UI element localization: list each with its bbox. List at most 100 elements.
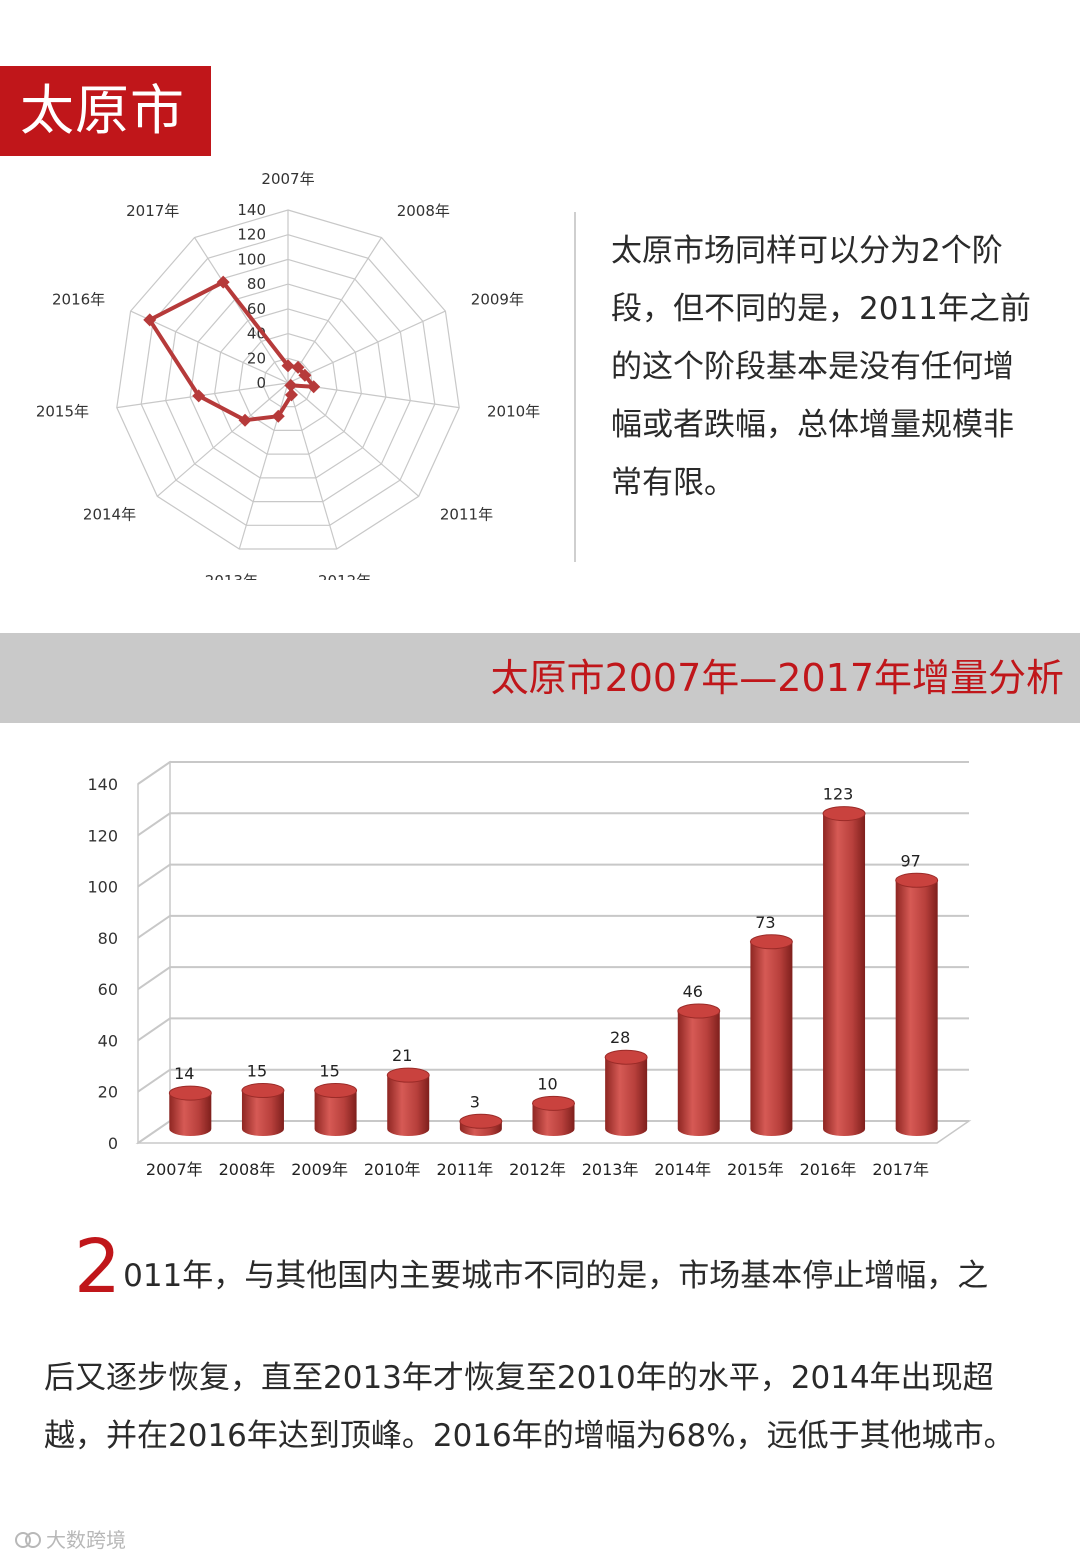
radar-tick-label: 140 [237,201,266,219]
bar-body [677,1011,720,1136]
radar-spoke [287,237,383,384]
data-label: 21 [392,1046,412,1065]
radar-category-label: 2009年 [471,291,524,309]
bar [241,1083,285,1136]
section-title: 太原市2007年—2017年增量分析 [490,656,1064,700]
data-label: 14 [174,1064,194,1083]
drop-cap: 2 [74,1224,122,1310]
y-tick-label: 100 [87,878,118,897]
y-tick-label: 40 [98,1031,118,1050]
bar-top [241,1083,285,1099]
radar-grid-ring [116,209,460,550]
bar-top [604,1049,648,1065]
y-tick-label: 20 [98,1083,118,1102]
intro-text: 太原市场同样可以分为2个阶段，但不同的是，2011年之前的这个阶段基本是没有任何… [611,233,1031,501]
radar-grid-ring [213,308,363,455]
x-tick-label: 2012年 [509,1160,566,1179]
bar [314,1083,358,1136]
x-tick-label: 2014年 [654,1160,711,1179]
y-tick-label: 140 [87,775,118,794]
bar-top [749,934,793,950]
bar [822,806,866,1136]
x-tick-label: 2011年 [437,1160,494,1179]
bar [386,1067,430,1136]
radar-category-label: 2011年 [440,506,493,524]
y-gridline [137,812,969,837]
y-gridline [137,914,969,939]
bar-top [895,872,939,888]
radar-point [284,378,298,392]
radar-point [291,360,305,374]
radar-point [298,368,312,382]
vertical-divider [574,212,576,562]
y-gridline [137,761,969,785]
bar [749,934,793,1136]
radar-spoke [193,237,289,384]
radar-category-label: 2014年 [83,506,136,524]
radar-grid-ring [165,258,411,503]
radar-category-label: 2017年 [126,202,179,220]
bar [677,1003,721,1136]
radar-category-label: 2007年 [261,170,314,188]
radar-tick-label: 100 [237,250,266,268]
bar-body [605,1057,648,1136]
bar-body [241,1090,284,1136]
radar-category-label: 2015年 [36,403,89,421]
radar-point [192,389,206,403]
radar-point [284,388,298,402]
radar-point [238,413,252,427]
bar-top [314,1083,358,1099]
data-label: 3 [470,1092,480,1111]
bar-top [822,806,866,822]
x-tick-label: 2010年 [364,1160,421,1179]
radar-spoke [287,382,338,550]
radar-spoke [287,382,420,497]
bar [532,1095,575,1136]
radar-category-label: 2008年 [397,202,450,220]
radar-spoke [156,382,289,497]
x-tick-label: 2009年 [291,1160,348,1179]
bar-body [823,813,866,1136]
bar [895,872,939,1136]
paragraph-line-1: 2011年，与其他国内主要城市不同的是，市场基本停止增幅，之 [74,1230,1064,1311]
radar-point [271,409,285,423]
radar-tick-label: 20 [247,349,266,367]
bar-body [895,880,938,1136]
bar [604,1049,648,1136]
data-label: 28 [610,1028,630,1047]
watermark-text: 大数跨境 [46,1528,126,1552]
radar-spoke [130,310,289,384]
logo-icon [15,1532,41,1548]
radar-category-label: 2012年 [318,572,371,580]
radar-category-label: 2010年 [487,403,540,421]
radar-grid-ring [262,357,314,408]
radar-spoke [287,310,446,384]
bar-top [168,1085,212,1101]
y-gridline [137,863,969,888]
radar-category-label: 2016年 [52,291,105,309]
radar-point [281,359,295,373]
bar-body [532,1103,575,1136]
x-tick-label: 2008年 [219,1160,276,1179]
radar-grid-ring [140,234,436,526]
data-label: 123 [823,785,854,804]
bar-body [314,1090,357,1136]
x-tick-label: 2007年 [146,1160,203,1179]
left-wall [137,760,171,1145]
x-tick-label: 2016年 [800,1160,857,1179]
radar-point [143,313,157,327]
bar-top [386,1067,430,1083]
data-label: 97 [901,851,921,870]
radar-tick-label: 0 [256,374,266,392]
radar-point [307,380,321,394]
data-label: 15 [319,1062,339,1081]
x-tick-label: 2015年 [727,1160,784,1179]
radar-tick-label: 80 [247,275,266,293]
watermark: 大数跨境 [14,1524,126,1553]
paragraph-rest: 后又逐步恢复，直至2013年才恢复至2010年的水平，2014年出现超越，并在2… [44,1360,1015,1454]
city-title-badge: 太原市 [0,66,211,156]
data-label: 10 [537,1074,557,1093]
bar-top [532,1095,575,1111]
radar-point [216,275,230,289]
bar [459,1113,503,1136]
